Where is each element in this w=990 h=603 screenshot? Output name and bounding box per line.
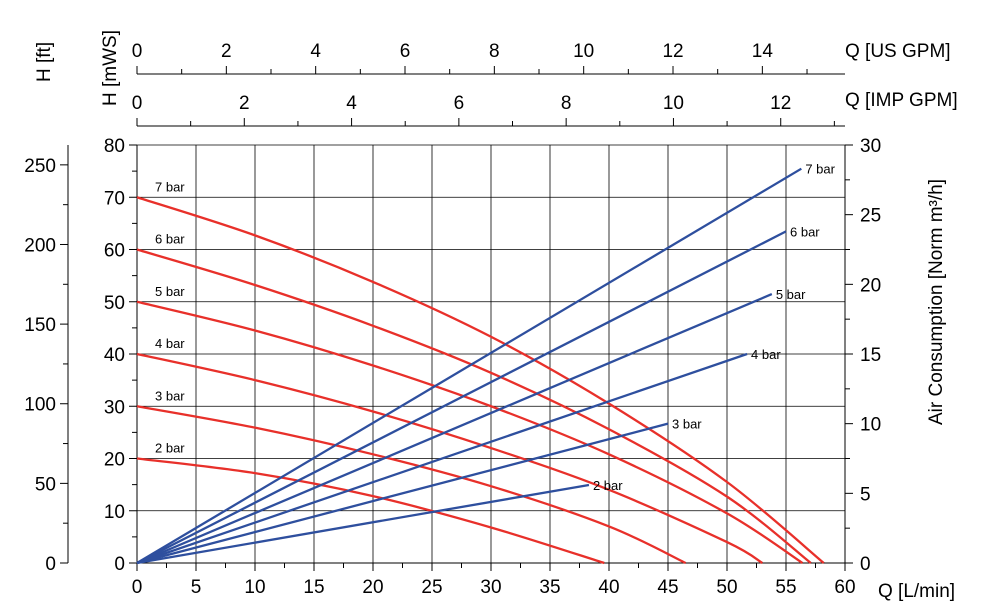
head-curve [136, 405, 687, 565]
head-curve-label: 4 bar [155, 336, 185, 351]
y-air-tick-label: 25 [860, 206, 881, 227]
top-imp-tick-label: 0 [132, 93, 143, 114]
y-mws-axis-title: H [mWS] [100, 30, 121, 106]
top-us-axis-title: Q [US GPM] [845, 41, 951, 62]
curve-labels: 7 bar 6 bar 5 bar 4 bar 3 bar 2 bar 7 bar 6 bar… [155, 162, 836, 493]
y-ft-tick-label: 250 [24, 156, 56, 177]
head-curves [136, 196, 825, 565]
top-us-tick-label: 6 [400, 41, 411, 62]
x-tick-label: 5 [191, 577, 202, 598]
y-mws-tick-label: 70 [104, 188, 125, 209]
y-mws-tick-label: 10 [104, 502, 125, 523]
air-curve-label: 4 bar [751, 347, 781, 362]
head-curve-label: 7 bar [155, 179, 185, 194]
top-imp-tick-label: 8 [561, 93, 572, 114]
air-curve [136, 230, 787, 565]
top-us-tick-label: 14 [752, 41, 774, 62]
x-tick-label: 35 [539, 577, 560, 598]
top-imp-tick-label: 12 [770, 93, 791, 114]
x-tick-label: 25 [421, 577, 442, 598]
x-tick-label: 10 [244, 577, 265, 598]
x-tick-label: 30 [480, 577, 501, 598]
air-consumption-curves [136, 167, 802, 565]
y-air-tick-label: 20 [860, 275, 881, 296]
top-imp-tick-label: 4 [346, 93, 357, 114]
top-us-tick-label: 8 [489, 41, 500, 62]
air-curve [136, 483, 590, 565]
x-tick-label: 45 [657, 577, 678, 598]
top-us-tick-label: 10 [573, 41, 594, 62]
x-axis-title: Q [L/min] [878, 581, 955, 602]
top-us-tick-label: 12 [662, 41, 683, 62]
air-curve-label: 5 bar [776, 287, 806, 302]
top-imp-tick-label: 6 [454, 93, 465, 114]
head-curve-label: 5 bar [155, 284, 185, 299]
air-curve [136, 167, 802, 564]
y-mws-tick-label: 60 [104, 241, 125, 262]
y-air-tick-label: 0 [860, 554, 871, 575]
y-ft-tick-label: 100 [24, 395, 56, 416]
y-air-tick-label: 15 [860, 345, 881, 366]
top-imp-tick-label: 2 [239, 93, 250, 114]
head-curve-label: 2 bar [155, 441, 185, 456]
x-tick-label: 55 [775, 577, 796, 598]
y-ft-axis-title: H [ft] [34, 42, 55, 82]
top-us-tick-label: 2 [221, 41, 232, 62]
head-curve [136, 196, 825, 564]
top-imp-tick-label: 10 [663, 93, 684, 114]
y-mws-tick-label: 40 [104, 345, 125, 366]
air-curve-label: 6 bar [790, 224, 820, 239]
air-curve-label: 3 bar [672, 417, 702, 432]
air-curve-label: 2 bar [593, 478, 623, 493]
y-air-tick-label: 5 [860, 484, 871, 505]
head-curve-label: 6 bar [155, 232, 185, 247]
air-curve-label: 7 bar [805, 162, 835, 177]
head-curve [136, 248, 812, 564]
y-air-tick-label: 30 [860, 136, 881, 157]
head-curve-label: 3 bar [155, 388, 185, 403]
x-tick-label: 20 [362, 577, 383, 598]
head-curve [136, 300, 804, 564]
air-curve [136, 422, 669, 565]
x-tick-label: 40 [598, 577, 619, 598]
y-ft-tick-label: 150 [24, 315, 56, 336]
x-tick-label: 15 [303, 577, 324, 598]
y-mws-tick-label: 30 [104, 397, 125, 418]
y-ft-tick-label: 50 [35, 474, 56, 495]
y-ft-tick-label: 0 [45, 554, 56, 575]
x-tick-label: 0 [132, 577, 143, 598]
air-curve [136, 352, 748, 565]
axes: 0 5 10 15 20 25 30 35 40 45 50 55 600 2 4 6 8 10 12 140 2 4 6 8… [24, 41, 881, 598]
y-mws-tick-label: 0 [114, 554, 125, 575]
y-ft-tick-label: 200 [24, 235, 56, 256]
head-curve [136, 457, 605, 565]
head-curve [136, 352, 764, 564]
y-mws-tick-label: 50 [104, 293, 125, 314]
top-imp-axis-title: Q [IMP GPM] [845, 90, 958, 111]
x-tick-label: 50 [716, 577, 737, 598]
y-mws-tick-label: 80 [104, 136, 125, 157]
y-air-tick-label: 10 [860, 415, 881, 436]
y-mws-tick-label: 20 [104, 450, 125, 471]
x-tick-label: 60 [834, 577, 855, 598]
air-curve [136, 293, 773, 565]
top-us-tick-label: 0 [132, 41, 143, 62]
top-us-tick-label: 4 [310, 41, 321, 62]
y-air-axis-title: Air Consumption [Norm m³/h] [926, 179, 947, 425]
